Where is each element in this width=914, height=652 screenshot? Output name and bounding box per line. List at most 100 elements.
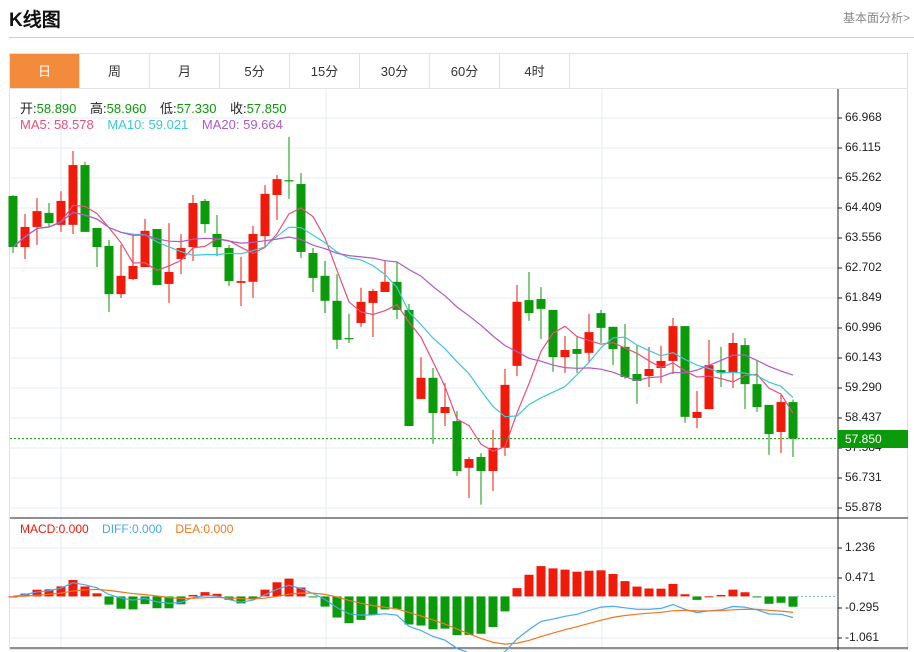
candle-up bbox=[116, 275, 126, 295]
candle-down bbox=[392, 281, 402, 310]
macd-bar-positive bbox=[728, 589, 738, 597]
period-tabs: 日 周 月 5分 15分 30分 60分 4时 bbox=[10, 54, 570, 89]
candle-up bbox=[644, 369, 654, 377]
macd-bar-negative bbox=[404, 596, 414, 625]
high-value: 58.960 bbox=[106, 101, 147, 116]
candle-down bbox=[200, 200, 210, 225]
candle-down bbox=[716, 370, 726, 373]
candle-down bbox=[320, 275, 330, 301]
close-label: 收: bbox=[230, 101, 247, 116]
macd-bar-positive bbox=[644, 588, 654, 597]
candle-down bbox=[44, 212, 54, 224]
candle-up bbox=[560, 350, 570, 358]
low-label: 低: bbox=[160, 101, 177, 116]
high-label: 高: bbox=[90, 101, 107, 116]
macd-bar-negative bbox=[308, 596, 318, 598]
macd-bar-positive bbox=[188, 594, 198, 597]
candle-down bbox=[572, 348, 582, 354]
diff-line bbox=[12, 582, 794, 652]
candle-up bbox=[68, 165, 78, 225]
macd-bar-positive bbox=[572, 571, 582, 597]
macd-bar-positive bbox=[524, 574, 534, 597]
candle-up bbox=[512, 301, 522, 366]
macd-tick-label: 1.236 bbox=[845, 540, 876, 554]
macd-bar-positive bbox=[548, 568, 558, 597]
y-tick-label: 65.262 bbox=[845, 170, 882, 184]
macd-bar-positive bbox=[32, 589, 42, 597]
fundamental-analysis-link[interactable]: 基本面分析> bbox=[842, 11, 910, 25]
macd-bar-negative bbox=[320, 596, 330, 607]
ma10-line bbox=[12, 211, 794, 418]
macd-bar-positive bbox=[56, 586, 66, 597]
candle-down bbox=[476, 456, 486, 472]
candle-up bbox=[416, 377, 426, 399]
close-value: 57.850 bbox=[246, 101, 287, 116]
candle-down bbox=[452, 421, 462, 472]
macd-bar-negative bbox=[140, 596, 150, 605]
macd-bar-positive bbox=[212, 593, 222, 597]
candle-down bbox=[632, 373, 642, 381]
candle-down bbox=[224, 248, 234, 282]
candle-down bbox=[404, 309, 414, 426]
macd-bar-positive bbox=[512, 588, 522, 597]
candle-down bbox=[8, 196, 18, 247]
y-tick-label: 62.702 bbox=[845, 260, 882, 274]
macd-bar-positive bbox=[680, 594, 690, 597]
y-tick-label: 56.731 bbox=[845, 470, 882, 484]
candle-up bbox=[260, 193, 270, 237]
candle-up bbox=[236, 281, 246, 283]
macd-bar-negative bbox=[356, 596, 366, 620]
y-tick-label: 60.143 bbox=[845, 350, 882, 364]
tab-15min[interactable]: 15分 bbox=[290, 54, 360, 89]
macd-bar-positive bbox=[608, 574, 618, 597]
macd-bar-positive bbox=[632, 586, 642, 597]
candle-up bbox=[140, 230, 150, 268]
candle-up bbox=[56, 200, 66, 225]
dea-line bbox=[12, 588, 794, 645]
candle-up bbox=[668, 326, 678, 361]
macd-legend-macd: MACD:0.000 bbox=[20, 522, 89, 536]
macd-legend-dea: DEA:0.000 bbox=[175, 522, 234, 536]
candle-down bbox=[284, 180, 294, 182]
ohlc-readout: 开:58.890 高:58.960 低:57.330 收:57.850 bbox=[20, 98, 296, 117]
candle-down bbox=[740, 345, 750, 385]
macd-bar-positive bbox=[44, 589, 54, 597]
macd-bar-negative bbox=[764, 596, 774, 604]
y-tick-label: 63.556 bbox=[845, 230, 882, 244]
macd-tick-label: 0.471 bbox=[845, 570, 876, 584]
macd-bar-negative bbox=[104, 596, 114, 605]
tab-60min[interactable]: 60分 bbox=[430, 54, 500, 89]
macd-bar-negative bbox=[476, 596, 486, 634]
macd-bar-positive bbox=[296, 587, 306, 597]
candle-down bbox=[296, 184, 306, 252]
macd-bar-negative bbox=[776, 596, 786, 603]
macd-bar-positive bbox=[656, 588, 666, 597]
macd-legend-diff: DIFF:0.000 bbox=[102, 522, 163, 536]
candle-up bbox=[32, 211, 42, 227]
macd-bar-negative bbox=[380, 596, 390, 610]
candle-up bbox=[776, 402, 786, 432]
macd-bar-negative bbox=[428, 596, 438, 630]
ma-legend: MA5: 58.578 MA10: 59.021 MA20: 59.664 bbox=[20, 117, 293, 132]
tab-month[interactable]: 月 bbox=[150, 54, 220, 89]
tabs-divider bbox=[10, 88, 908, 89]
page-title: K线图 bbox=[9, 10, 61, 31]
candle-up bbox=[272, 179, 282, 195]
macd-bar-negative bbox=[788, 596, 798, 607]
candle-up bbox=[128, 265, 138, 279]
macd-bar-negative bbox=[692, 596, 702, 600]
candle-up bbox=[692, 411, 702, 418]
macd-bar-positive bbox=[68, 580, 78, 597]
candle-down bbox=[344, 338, 354, 340]
candle-down bbox=[104, 245, 114, 295]
macd-bar-positive bbox=[8, 596, 18, 598]
candle-down bbox=[536, 299, 546, 309]
divider bbox=[9, 37, 914, 38]
candle-up bbox=[368, 290, 378, 303]
last-price-label: 57.850 bbox=[838, 429, 908, 448]
y-tick-label: 59.290 bbox=[845, 380, 882, 394]
candle-down bbox=[788, 402, 798, 439]
candle-down bbox=[428, 377, 438, 413]
tab-30min[interactable]: 30分 bbox=[360, 54, 430, 89]
